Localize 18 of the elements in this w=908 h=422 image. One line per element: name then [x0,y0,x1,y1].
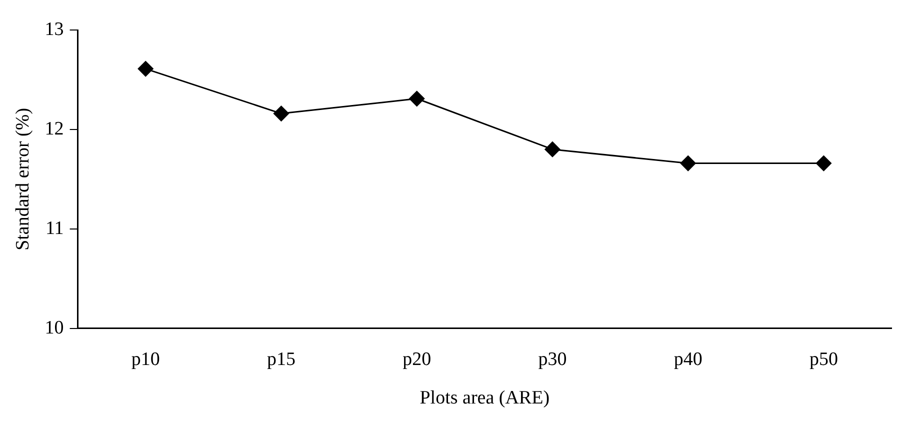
x-tick-label: p30 [538,348,567,370]
y-tick-label: 13 [44,18,64,40]
y-tick-label: 10 [44,317,64,338]
point [680,156,696,172]
y-tick-label: 11 [46,218,64,239]
point [273,106,289,122]
x-tick-label: p50 [809,348,838,370]
point [138,61,154,77]
x-tick-label: p40 [674,348,702,370]
point [544,142,560,158]
x-tick-label: p10 [131,348,160,370]
y-axis-title: Standard error (%) [12,108,34,250]
x-axis-title: Plots area (ARE) [420,388,550,409]
point [816,156,832,172]
x-tick-label: p15 [266,348,296,370]
y-tick-label: 12 [44,118,64,140]
point [409,90,425,106]
x-tick-label: p20 [402,348,432,370]
